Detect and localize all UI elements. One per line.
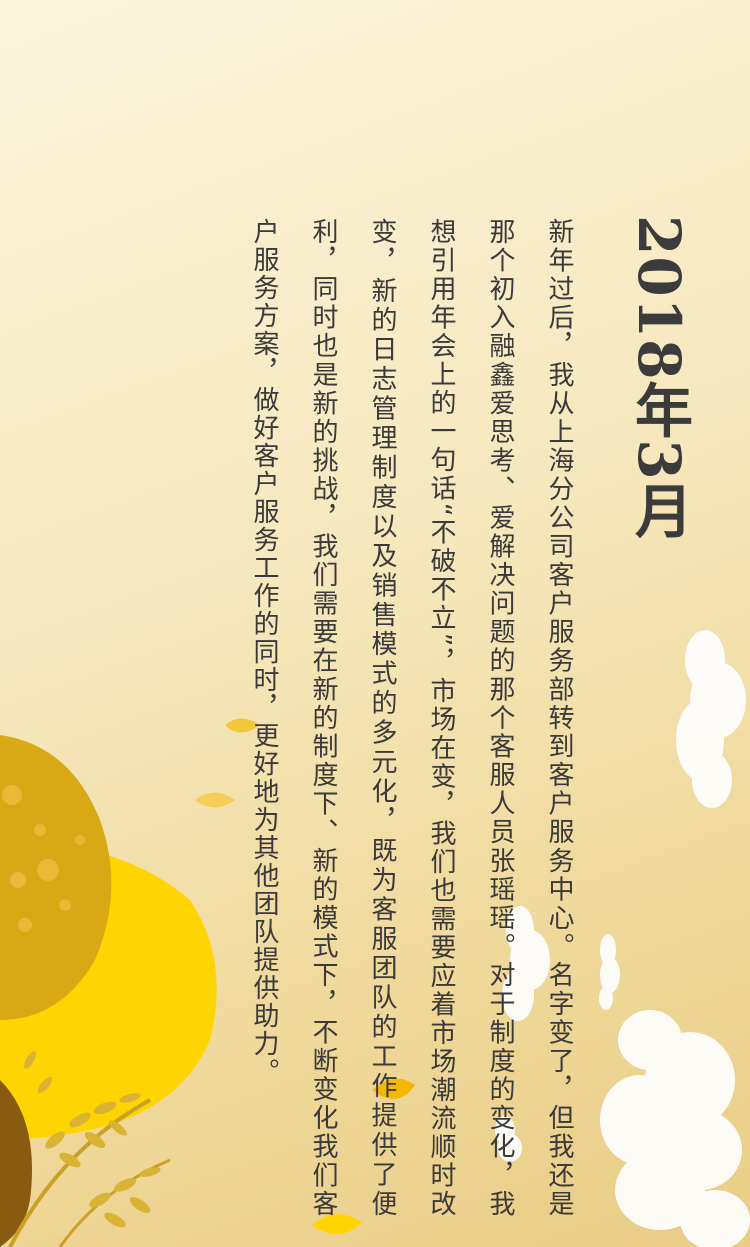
page-title: 2018年3月	[625, 215, 693, 540]
article-body: 新年过后，我从上海分公司客户服务部转到客户服务中心。名字变了，但我还是那个初入融…	[249, 218, 574, 1218]
drop-decoration	[195, 718, 415, 1235]
plant-decoration	[0, 1051, 171, 1247]
hill-decoration	[0, 735, 217, 1140]
cloud-decoration	[495, 630, 750, 1247]
